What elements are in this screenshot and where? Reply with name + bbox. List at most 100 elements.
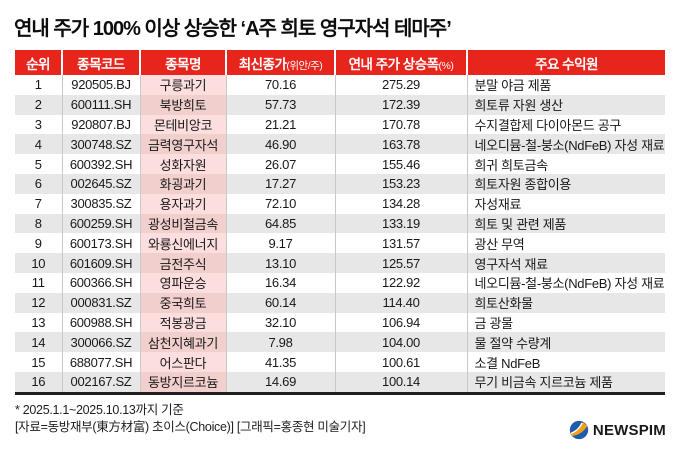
rank-cell: 3 <box>34 116 42 132</box>
table-body: 1 920505.BJ 구릉과기 70.16 275.29 분말 야금 제품 2 600111… <box>15 75 665 394</box>
table-row: 11 600366.SH 영파운승 16.34 122.92 네오디뮴-철-붕소(NdFe… <box>15 272 665 293</box>
name-cell: 성화자원 <box>139 154 226 174</box>
rank-cell: 2 <box>34 97 42 113</box>
code-cell: 920807.BJ <box>61 114 140 135</box>
table-row: 7 300835.SZ 용자과기 72.10 134.28 자성재료 <box>15 193 665 214</box>
name-cell: 어스판다 <box>139 352 226 372</box>
header-code: 종목코드 <box>61 50 140 75</box>
change-cell: 172.39 <box>334 94 467 115</box>
header-row: 순위 종목코드 종목명 최신종가(위안/주) 연내 주가 상승폭(%) 주요 수… <box>15 50 665 75</box>
change-cell: 133.19 <box>334 213 467 234</box>
revenue-source-cell: 네오디뮴-철-붕소(NdFeB) 자성 재료 <box>466 272 665 293</box>
table-row: 12 000831.SZ 중국희토 60.14 114.40 희토산화물 <box>15 292 665 313</box>
revenue-source-cell: 희토자원 종합이용 <box>466 173 665 194</box>
footnotes: * 2025.1.1~2025.10.13까지 기준 [자료=동방재부(東方材富… <box>15 402 366 436</box>
table-row: 4 300748.SZ 금력영구자석 46.90 163.78 네오디뮴-철-붕소(NdF… <box>15 134 665 155</box>
newspim-logo-text: NEWSPIM <box>592 421 666 439</box>
name-cell: 금력영구자석 <box>139 134 226 155</box>
revenue-source-cell: 물 절약 수량계 <box>466 332 665 353</box>
code-cell: 000831.SZ <box>61 292 140 313</box>
name-cell: 중국희토 <box>139 292 226 313</box>
rank-cell: 14 <box>31 334 46 350</box>
name-cell: 몬테비앙코 <box>139 114 226 135</box>
table-row: 1 920505.BJ 구릉과기 70.16 275.29 분말 야금 제품 <box>15 75 665 95</box>
table-header: 순위 종목코드 종목명 최신종가(위안/주) 연내 주가 상승폭(%) 주요 수… <box>15 50 665 75</box>
rank-cell: 16 <box>31 374 46 390</box>
header-change: 연내 주가 상승폭(%) <box>334 50 467 75</box>
rank-cell: 13 <box>31 314 46 330</box>
rank-cell: 12 <box>31 295 46 311</box>
header-rank: 순위 <box>15 50 62 75</box>
price-cell: 16.34 <box>225 272 335 293</box>
newspim-globe-icon <box>569 420 589 440</box>
price-cell: 57.73 <box>225 94 335 115</box>
name-cell: 광성비철금속 <box>139 213 226 234</box>
change-cell: 100.61 <box>334 352 467 372</box>
name-cell: 영파운승 <box>139 272 226 293</box>
revenue-source-cell: 희토 및 관련 제품 <box>466 213 665 234</box>
change-cell: 125.57 <box>334 253 467 273</box>
rank-cell: 7 <box>34 196 42 212</box>
name-cell: 동방지르코늄 <box>139 371 226 394</box>
change-cell: 114.40 <box>334 292 467 313</box>
price-cell: 46.90 <box>225 134 335 155</box>
price-cell: 32.10 <box>225 312 335 333</box>
table-row: 6 002645.SZ 화굉과기 17.27 153.23 희토자원 종합이용 <box>15 173 665 194</box>
revenue-source-cell: 금 광물 <box>466 312 665 333</box>
code-cell: 600111.SH <box>61 94 140 115</box>
price-cell: 41.35 <box>225 352 335 372</box>
price-cell: 9.17 <box>225 233 335 254</box>
change-cell: 100.14 <box>334 371 467 394</box>
table-row: 9 600173.SH 와룡신에너지 9.17 131.57 광산 무역 <box>15 233 665 254</box>
change-cell: 155.46 <box>334 154 467 174</box>
price-cell: 72.10 <box>225 193 335 214</box>
table-row: 16 002167.SZ 동방지르코늄 14.69 100.14 무기 비금속 지르코늄 … <box>15 371 665 394</box>
revenue-source-cell: 희토산화물 <box>466 292 665 313</box>
rank-cell: 5 <box>34 156 42 172</box>
rank-cell: 10 <box>31 255 46 271</box>
code-cell: 300066.SZ <box>61 332 140 353</box>
code-cell: 002645.SZ <box>61 173 140 194</box>
code-cell: 600259.SH <box>61 213 140 234</box>
table-row: 3 920807.BJ 몬테비앙코 21.21 170.78 수지결합제 다이아몬드 공구 <box>15 114 665 135</box>
revenue-source-cell: 광산 무역 <box>466 233 665 254</box>
table-row: 15 688077.SH 어스판다 41.35 100.61 소결 NdFeB <box>15 352 665 372</box>
name-cell: 적봉광금 <box>139 312 226 333</box>
change-cell: 170.78 <box>334 114 467 135</box>
change-cell: 134.28 <box>334 193 467 214</box>
price-cell: 14.69 <box>225 371 335 394</box>
rank-cell: 11 <box>31 275 45 291</box>
revenue-source-cell: 자성재료 <box>466 193 665 214</box>
rank-cell: 6 <box>34 176 42 192</box>
change-cell: 163.78 <box>334 134 467 155</box>
footnote-source-credit: [자료=동방재부(東方材富) 초이스(Choice)] [그래픽=홍종현 미술기… <box>15 420 366 434</box>
name-cell: 구릉과기 <box>139 75 226 95</box>
price-cell: 7.98 <box>225 332 335 353</box>
price-cell: 21.21 <box>225 114 335 135</box>
change-cell: 104.00 <box>334 332 467 353</box>
revenue-source-cell: 무기 비금속 지르코늄 제품 <box>466 371 665 394</box>
price-cell: 13.10 <box>225 253 335 273</box>
name-cell: 용자과기 <box>139 193 226 214</box>
change-cell: 275.29 <box>334 75 467 95</box>
table-row: 8 600259.SH 광성비철금속 64.85 133.19 희토 및 관련 제품 <box>15 213 665 234</box>
rank-cell: 9 <box>34 235 42 251</box>
name-cell: 북방희토 <box>139 94 226 115</box>
code-cell: 300835.SZ <box>61 193 140 214</box>
code-cell: 600173.SH <box>61 233 140 254</box>
change-cell: 131.57 <box>334 233 467 254</box>
revenue-source-cell: 영구자석 재료 <box>466 253 665 273</box>
newspim-logo: NEWSPIM <box>569 420 666 440</box>
table-row: 2 600111.SH 북방희토 57.73 172.39 희토류 자원 생산 <box>15 94 665 115</box>
name-cell: 금전주식 <box>139 253 226 273</box>
price-cell: 26.07 <box>225 154 335 174</box>
table-row: 14 300066.SZ 삼천지혜과기 7.98 104.00 물 절약 수량계 <box>15 332 665 353</box>
rank-cell: 15 <box>31 354 46 370</box>
footnote-period: * 2025.1.1~2025.10.13까지 기준 <box>15 403 184 417</box>
price-cell: 60.14 <box>225 292 335 313</box>
header-price: 최신종가(위안/주) <box>225 50 335 75</box>
code-cell: 688077.SH <box>61 352 140 372</box>
header-name: 종목명 <box>139 50 226 75</box>
price-cell: 17.27 <box>225 173 335 194</box>
